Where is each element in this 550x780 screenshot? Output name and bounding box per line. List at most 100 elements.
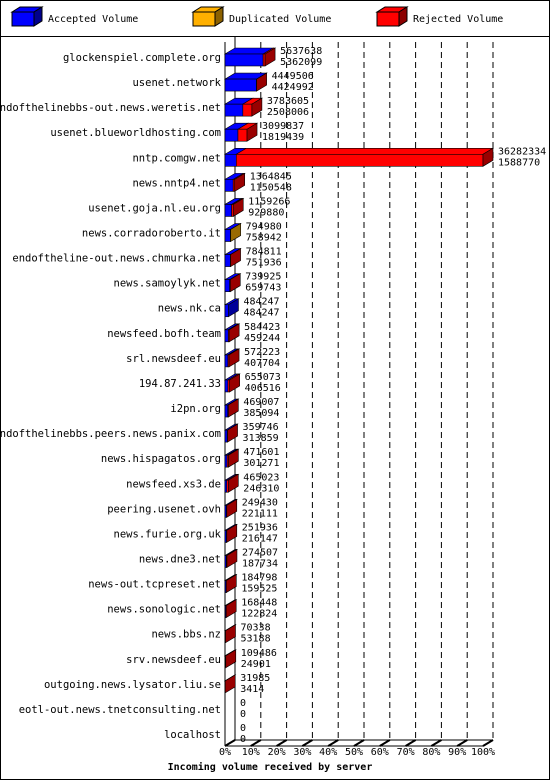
category-label: news.furie.org.uk: [114, 528, 222, 540]
x-tick-label: 0%: [219, 747, 231, 758]
value-label-accepted: 758942: [246, 233, 282, 244]
value-label-accepted: 659743: [245, 283, 281, 294]
bar: [224, 78, 257, 92]
bar: [235, 153, 484, 167]
category-label: news.corradoroberto.it: [82, 228, 221, 240]
category-label: news.samoylyk.net: [114, 278, 221, 290]
value-label-accepted: 406516: [245, 383, 281, 394]
x-tick-label: 10%: [242, 747, 260, 758]
value-label-accepted: 187734: [242, 558, 278, 569]
bar: [224, 379, 229, 393]
value-label-total: 469007: [243, 397, 279, 408]
value-label-accepted: 1819439: [262, 132, 304, 143]
x-tick: [353, 739, 365, 747]
bar-side: [230, 248, 241, 268]
bar-side: [226, 498, 238, 518]
x-tick-label: 30%: [293, 747, 311, 758]
value-label-accepted: 4424992: [272, 82, 314, 93]
bar-side: [256, 72, 267, 92]
value-label-accepted: 216147: [242, 533, 278, 544]
value-label-total: 3783605: [267, 96, 309, 107]
bar-side: [234, 172, 246, 192]
x-tick-label: 60%: [371, 747, 389, 758]
x-tick-label: 40%: [319, 747, 337, 758]
category-label: newsfeed.xs3.de: [126, 478, 221, 490]
bar-side: [225, 649, 237, 669]
value-label-accepted: 301271: [243, 458, 279, 469]
value-label-accepted: 1588770: [498, 157, 540, 168]
x-tick: [224, 739, 236, 747]
category-label: newsfeed.bofh.team: [107, 328, 221, 340]
category-label: news.hispagatos.org: [101, 453, 221, 465]
category-label: endoftheline-out.news.chmurka.net: [12, 253, 221, 265]
x-tick: [456, 739, 468, 747]
value-label-accepted: 407704: [244, 358, 280, 369]
x-tick: [379, 739, 391, 747]
category-label: srv.newsdeef.eu: [126, 654, 221, 666]
bar: [224, 254, 231, 267]
category-label: outgoing.news.lysator.liu.se: [44, 679, 221, 691]
category-label: usenet.goja.nl.eu.org: [88, 202, 221, 214]
x-tick-label: 100%: [471, 747, 495, 758]
bar-side: [225, 599, 237, 619]
value-label-total: 572223: [244, 347, 280, 358]
x-axis-end: [482, 739, 494, 747]
bar: [224, 128, 239, 142]
value-label-total: 0: [240, 698, 246, 709]
x-tick: [405, 739, 417, 747]
bar: [224, 404, 229, 418]
bar: [237, 128, 248, 142]
value-label-total: 0: [240, 723, 246, 734]
category-label: news.dne3.net: [139, 553, 221, 565]
legend-swatch: [376, 11, 400, 27]
bar-side: [228, 448, 239, 468]
value-label-total: 794980: [246, 222, 282, 233]
value-label-total: 3099837: [262, 121, 304, 132]
bar-side: [226, 523, 238, 543]
value-label-accepted: 221111: [242, 508, 278, 519]
category-label: nntp.comgw.net: [132, 152, 221, 164]
bar-side: [226, 548, 238, 569]
value-label-accepted: 0: [240, 709, 246, 720]
category-label: news-out.tcpreset.net: [88, 579, 221, 591]
bar: [224, 204, 232, 217]
value-label-accepted: 459244: [244, 333, 280, 344]
x-tick-label: 90%: [448, 747, 466, 758]
value-label-accepted: 122824: [241, 609, 277, 620]
value-label-total: 1159266: [248, 196, 290, 207]
legend-label: Duplicated Volume: [229, 14, 331, 25]
bar-side: [228, 298, 239, 318]
value-label-total: 739925: [245, 272, 281, 283]
category-label: 194.87.241.33: [139, 378, 221, 390]
bar-side: [232, 197, 244, 217]
bar: [224, 304, 229, 318]
value-label-accepted: 1150548: [250, 182, 292, 193]
bar-side: [228, 323, 240, 343]
bar: [224, 429, 228, 443]
category-label: endofthelinebbs-out.news.weretis.net: [0, 102, 221, 114]
value-label-total: 5637638: [280, 46, 322, 57]
bar: [224, 153, 237, 167]
bar-side: [227, 423, 238, 443]
bar-side: [251, 97, 263, 117]
bar-top: [235, 147, 495, 155]
x-tick: [327, 739, 339, 747]
category-label: srl.newsdeef.eu: [126, 353, 221, 365]
bar: [224, 454, 228, 468]
value-label-total: 168448: [241, 598, 277, 609]
category-label: news.bbs.nz: [151, 629, 221, 641]
value-label-accepted: 385094: [243, 408, 279, 419]
value-label-total: 655073: [245, 372, 281, 383]
category-label: localhost: [164, 729, 221, 741]
category-label: eotl-out.news.tnetconsulting.net: [19, 704, 221, 716]
value-label-total: 584423: [244, 322, 280, 333]
bar: [224, 229, 231, 242]
value-label-accepted: 313859: [243, 433, 279, 444]
bar: [224, 53, 264, 67]
category-label: usenet.network: [132, 77, 221, 89]
value-label-accepted: 159525: [241, 584, 277, 595]
category-label: endofthelinebbs.peers.news.panix.com: [0, 428, 221, 440]
value-label-total: 784811: [246, 247, 282, 258]
